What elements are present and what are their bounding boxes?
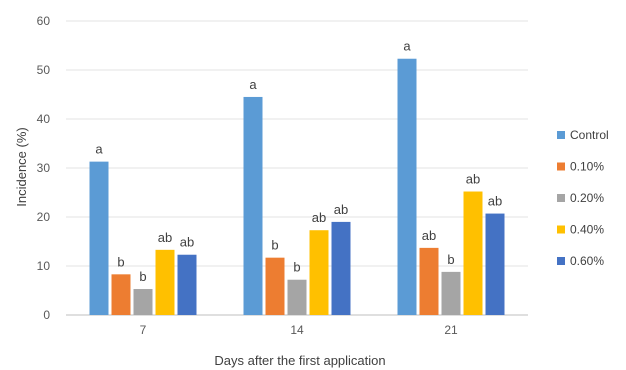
- bar-significance-label: ab: [180, 235, 194, 250]
- y-tick-label: 60: [37, 14, 51, 28]
- bar-significance-label: ab: [312, 210, 326, 225]
- legend-swatch: [557, 194, 565, 202]
- bar: [243, 96, 263, 315]
- bar-significance-label: a: [249, 77, 257, 92]
- bar: [111, 274, 131, 315]
- y-axis-ticks: 0 10 20 30 40 50 60: [37, 14, 51, 322]
- x-tick-label: 7: [140, 323, 147, 337]
- legend-label: 0.10%: [570, 160, 604, 174]
- bar-significance-label: b: [117, 254, 124, 269]
- y-tick-label: 50: [37, 63, 51, 77]
- legend-label: 0.60%: [570, 254, 604, 268]
- bar-significance-label: ab: [422, 228, 436, 243]
- bar-significance-label: b: [139, 269, 146, 284]
- y-tick-label: 20: [37, 210, 51, 224]
- legend-swatch: [557, 257, 565, 265]
- legend-swatch: [557, 225, 565, 234]
- bar: [397, 58, 417, 315]
- x-tick-label: 14: [290, 323, 304, 337]
- bar: [441, 271, 461, 315]
- y-tick-label: 40: [37, 112, 51, 126]
- bar: [89, 161, 109, 315]
- legend-swatch: [557, 162, 565, 171]
- legend-label: 0.20%: [570, 191, 604, 205]
- bar: [463, 191, 483, 315]
- bars: [89, 58, 505, 315]
- x-tick-label: 21: [444, 323, 458, 337]
- legend-label: Control: [570, 128, 609, 142]
- bar: [309, 230, 329, 315]
- legend: Control 0.10% 0.20% 0.40% 0.60%: [557, 128, 609, 268]
- bar-significance-label: ab: [158, 230, 172, 245]
- bar: [485, 213, 505, 315]
- bar: [265, 257, 285, 315]
- bar: [287, 279, 307, 315]
- x-axis-title: Days after the first application: [214, 353, 385, 368]
- y-tick-label: 0: [43, 308, 50, 322]
- bar: [419, 247, 439, 315]
- bar-significance-label: ab: [466, 172, 480, 187]
- bar: [331, 221, 351, 315]
- y-tick-label: 30: [37, 161, 51, 175]
- y-axis-title: Incidence (%): [14, 127, 29, 206]
- bar-significance-label: a: [403, 39, 411, 54]
- bar-significance-label: b: [271, 238, 278, 253]
- x-axis-ticks: 7 14 21: [140, 323, 458, 337]
- legend-label: 0.40%: [570, 223, 604, 237]
- bar-significance-label: b: [293, 260, 300, 275]
- y-tick-label: 10: [37, 259, 51, 273]
- gridlines: [66, 20, 528, 316]
- bar-significance-label: ab: [488, 194, 502, 209]
- bar: [155, 249, 175, 315]
- bar-significance-label: a: [95, 142, 103, 157]
- legend-swatch: [557, 131, 565, 139]
- bar-significance-label: ab: [334, 202, 348, 217]
- bar: [177, 254, 197, 315]
- bar: [133, 289, 153, 315]
- bar-significance-label: b: [447, 252, 454, 267]
